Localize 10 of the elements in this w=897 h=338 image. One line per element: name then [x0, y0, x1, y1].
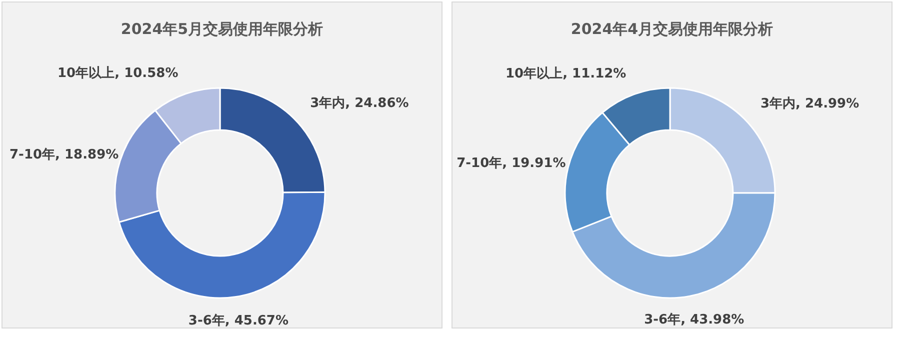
slice-label: 3年内, 24.86% — [310, 96, 409, 112]
slice-label: 3-6年, 45.67% — [188, 314, 289, 329]
chart-title: 2024年4月交易使用年限分析 — [570, 20, 774, 38]
slice-label: 10年以上, 11.12% — [505, 66, 626, 82]
slice-label: 10年以上, 10.58% — [58, 66, 178, 82]
slice-label: 3年内, 24.99% — [760, 96, 860, 112]
slice-label: 7-10年, 18.89% — [10, 148, 119, 163]
slice-label: 7-10年, 19.91% — [456, 156, 566, 171]
chart-title: 2024年5月交易使用年限分析 — [120, 20, 324, 38]
slice-label: 3-6年, 43.98% — [644, 312, 744, 328]
